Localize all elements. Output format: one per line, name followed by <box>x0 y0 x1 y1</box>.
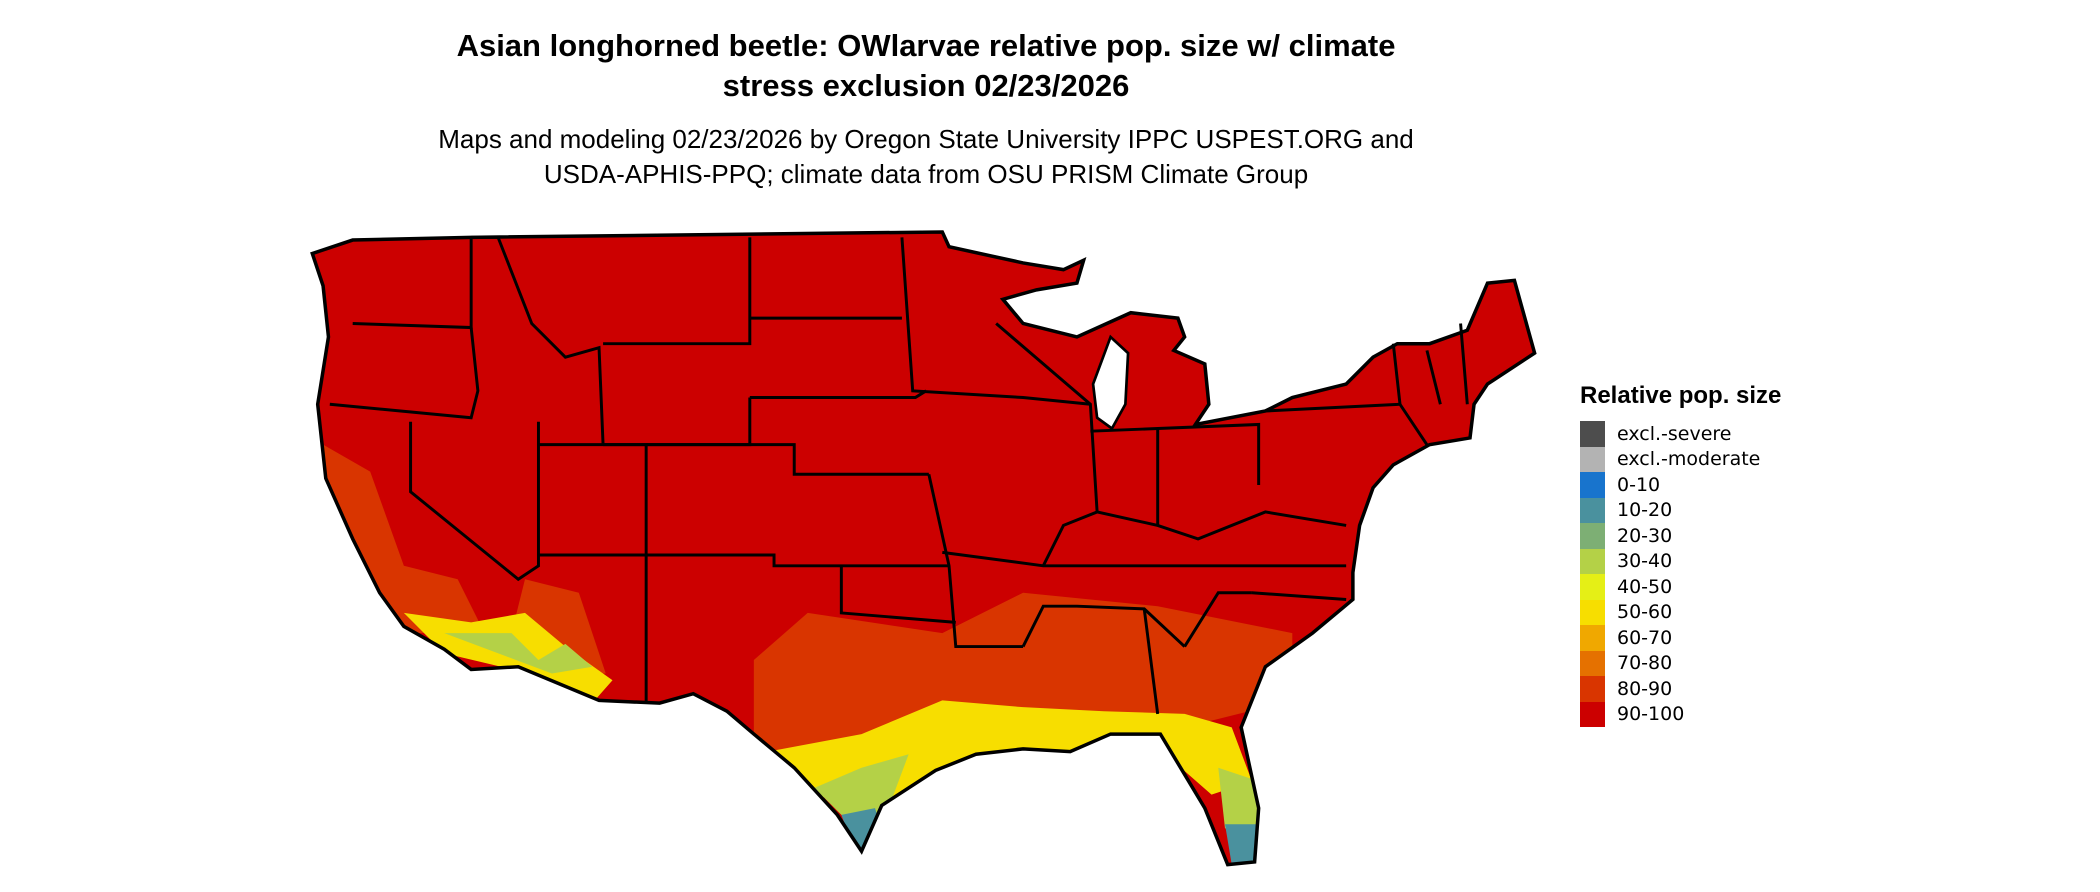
zone-30-40 <box>1218 767 1259 842</box>
map-title: Asian longhorned beetle: OWlarvae relati… <box>326 26 1526 106</box>
map-subtitle: Maps and modeling 02/23/2026 by Oregon S… <box>326 122 1526 192</box>
legend-swatch <box>1580 523 1605 549</box>
legend-title: Relative pop. size <box>1580 382 1782 409</box>
legend-swatch <box>1580 497 1605 523</box>
state-border <box>1142 608 1160 715</box>
state-border <box>1398 403 1429 446</box>
state-border <box>329 327 480 420</box>
legend: Relative pop. size excl.-severe excl.-mod… <box>1580 382 1781 727</box>
legend-item: 10-20 <box>1580 497 1781 523</box>
legend-item: 70-80 <box>1580 650 1781 676</box>
legend-item: 0-10 <box>1580 472 1781 498</box>
state-border <box>995 322 1099 513</box>
legend-label: 90-100 <box>1617 703 1685 726</box>
state-border <box>1041 510 1347 567</box>
suitability-zones <box>323 444 1293 865</box>
state-border <box>1183 591 1252 648</box>
state-border <box>1251 591 1347 601</box>
state-border <box>927 473 1024 649</box>
state-border <box>538 553 648 704</box>
legend-label: 50-60 <box>1617 601 1673 624</box>
legend-swatch <box>1580 548 1605 574</box>
legend-swatch <box>1580 625 1605 651</box>
legend-swatch <box>1580 650 1605 676</box>
state-border <box>900 237 1091 406</box>
legend-swatch <box>1580 421 1605 447</box>
legend-item: excl.-moderate <box>1580 446 1781 472</box>
subtitle-line-1: Maps and modeling 02/23/2026 by Oregon S… <box>438 124 1414 154</box>
title-line-1: Asian longhorned beetle: OWlarvae relati… <box>456 28 1396 63</box>
legend-swatch <box>1580 472 1605 498</box>
zone-10-20 <box>1225 824 1259 865</box>
legend-label: 10-20 <box>1617 499 1673 522</box>
legend-label: 70-80 <box>1617 652 1673 675</box>
legend-item: 60-70 <box>1580 625 1781 651</box>
legend-swatch <box>1580 701 1605 727</box>
legend-label: 80-90 <box>1617 677 1673 700</box>
legend-item: 40-50 <box>1580 574 1781 600</box>
legend-label: excl.-severe <box>1617 422 1732 445</box>
legend-swatch <box>1580 574 1605 600</box>
legend-label: 60-70 <box>1617 626 1673 649</box>
state-border <box>749 389 927 400</box>
title-line-2: stress exclusion 02/23/2026 <box>722 68 1130 103</box>
legend-item: 30-40 <box>1580 548 1781 574</box>
legend-item: 90-100 <box>1580 701 1781 727</box>
lake-michigan <box>1091 334 1130 431</box>
legend-label: 0-10 <box>1617 473 1661 496</box>
state-border <box>1459 323 1469 405</box>
legend-item: 20-30 <box>1580 523 1781 549</box>
zone-30-40 <box>444 633 593 674</box>
state-border <box>839 565 956 624</box>
state-border <box>1090 422 1261 486</box>
legend-item: 80-90 <box>1580 676 1781 702</box>
zone-80-90 <box>323 444 485 634</box>
subtitle-line-2: USDA-APHIS-PPQ; climate data from OSU PR… <box>543 159 1309 189</box>
legend-item: 50-60 <box>1580 599 1781 625</box>
state-border <box>646 553 950 568</box>
state-border <box>409 421 540 582</box>
legend-label: excl.-moderate <box>1617 448 1761 471</box>
state-border <box>646 443 929 476</box>
legend-swatch <box>1580 599 1605 625</box>
legend-item: excl.-severe <box>1580 421 1781 447</box>
state-border <box>1021 604 1186 648</box>
legend-swatch <box>1580 676 1605 702</box>
state-border <box>603 237 752 346</box>
legend-label: 30-40 <box>1617 550 1673 573</box>
state-border <box>1425 350 1442 405</box>
legend-label: 20-30 <box>1617 524 1673 547</box>
legend-swatch <box>1580 446 1605 472</box>
legend-label: 40-50 <box>1617 575 1673 598</box>
us-outline <box>310 230 1537 867</box>
